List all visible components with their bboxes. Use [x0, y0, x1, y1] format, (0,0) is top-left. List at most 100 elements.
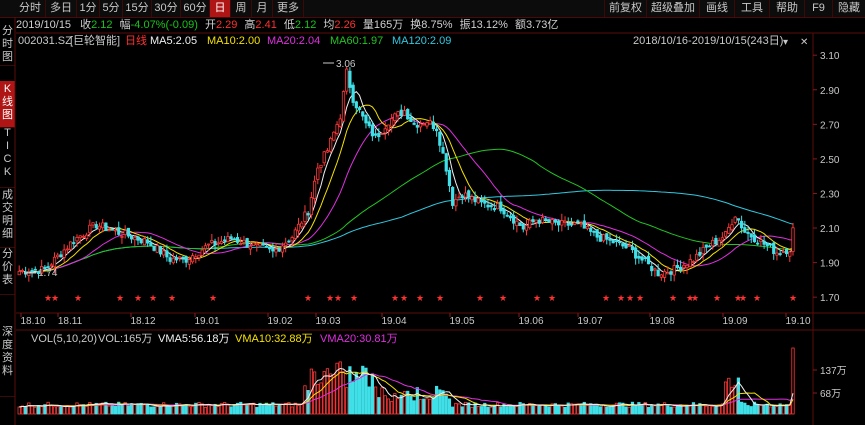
vol-indicator-name: VOL(5,10,20) [31, 333, 97, 345]
candle [711, 239, 715, 247]
candle [20, 270, 25, 272]
volume-bar [226, 404, 230, 415]
candle [126, 227, 130, 237]
candle [717, 240, 721, 247]
period-tab-7[interactable]: 日 [210, 0, 231, 17]
candle [749, 233, 753, 238]
candle [425, 122, 429, 127]
period-tab-2[interactable]: 1分 [77, 0, 100, 17]
candle [499, 201, 503, 212]
volume-bar [714, 406, 718, 415]
candle [52, 256, 57, 268]
candle [46, 266, 50, 268]
volume-bar [120, 404, 124, 415]
candle [643, 257, 647, 259]
period-tab-6[interactable]: 60分 [181, 0, 210, 17]
candle [136, 236, 140, 241]
volume-bar [409, 395, 413, 415]
volume-bar [643, 402, 647, 415]
left-tab-5[interactable]: 深度资料 [0, 324, 15, 397]
candle [598, 235, 602, 242]
volume-bar [325, 368, 330, 415]
settings-icon[interactable]: ✕ [800, 37, 808, 48]
chevron-down-icon[interactable]: ▾ [783, 37, 788, 48]
volume-bar [165, 406, 169, 415]
candle [492, 208, 497, 211]
candle [284, 242, 288, 246]
volume-bar [43, 404, 47, 415]
candle [730, 224, 734, 231]
toolbar-button-1[interactable]: 超级叠加 [646, 0, 699, 17]
candle [521, 223, 525, 230]
toolbar-button-4[interactable]: 帮助 [769, 0, 804, 17]
left-tab-0[interactable]: 分时图 [0, 23, 15, 66]
candle [341, 91, 346, 122]
signal-star-icon: ★ [116, 293, 124, 303]
candle [544, 218, 548, 221]
volume-bar [743, 402, 747, 415]
period-tab-10[interactable]: 更多 [273, 0, 304, 17]
period-tab-8[interactable]: 周 [231, 0, 252, 17]
period-tab-0[interactable]: 分时 [15, 0, 46, 17]
volume-bar [624, 406, 628, 415]
candle [470, 196, 474, 201]
volume-bar [749, 406, 753, 415]
candle [110, 228, 114, 231]
candle [496, 203, 500, 210]
candle [117, 227, 121, 235]
candle [746, 232, 750, 234]
period-tab-5[interactable]: 30分 [152, 0, 181, 17]
volume-bar [618, 402, 622, 415]
left-tab-4[interactable]: 分价表 [0, 246, 15, 295]
volume-bar [566, 402, 570, 415]
period-tab-1[interactable]: 多日 [46, 0, 77, 17]
toolbar-button-3[interactable]: 工具 [734, 0, 769, 17]
candle [659, 274, 663, 278]
toolbar-button-5[interactable]: F9 [804, 0, 832, 17]
volume-bar [296, 405, 301, 415]
candle [624, 243, 628, 249]
candle [380, 133, 384, 135]
quote-info-row: 2019/10/15 收2.12 幅-4.07%(-0.09) 开2.29 高2… [16, 18, 558, 32]
candle [255, 242, 259, 246]
candle [139, 238, 143, 244]
volume-bar [669, 406, 673, 415]
candle [85, 234, 89, 239]
candle [467, 190, 471, 198]
volume-bar [560, 405, 564, 415]
period-tab-3[interactable]: 5分 [100, 0, 123, 17]
volume-bar [78, 404, 82, 415]
candle [518, 222, 522, 226]
candle [486, 204, 490, 208]
left-tab-3[interactable]: 成交明细 [0, 187, 15, 248]
candle [595, 229, 599, 238]
candle [300, 222, 304, 228]
volume-bar [300, 403, 304, 415]
toolbar-button-0[interactable]: 前复权 [604, 0, 646, 17]
signal-star-icon: ★ [636, 293, 644, 303]
toolbar-button-6[interactable]: 隐藏 [832, 0, 865, 17]
volume-bar [261, 404, 265, 415]
toolbar-button-2[interactable]: 画线 [699, 0, 734, 17]
max-price-marker: 3.06 [336, 59, 356, 70]
volume-bar [56, 406, 60, 415]
candle [101, 222, 105, 229]
period-tab-4[interactable]: 15分 [123, 0, 152, 17]
candle [431, 121, 435, 130]
candle [367, 121, 371, 127]
volume-bar [460, 406, 464, 415]
candle [476, 197, 480, 204]
signal-star-icon: ★ [391, 293, 399, 303]
candle [242, 239, 246, 243]
period-tab-9[interactable]: 月 [252, 0, 273, 17]
volume-bar [152, 406, 156, 415]
date-tick-0: 18.10 [20, 316, 45, 327]
date-axis: 18.10 18.11 18.12 19.01 19.02 19.03 19.04 19.05… [20, 313, 811, 327]
signal-star-icon: ★ [149, 293, 157, 303]
candle [390, 118, 394, 127]
volume-bar [406, 390, 410, 415]
candle [200, 249, 204, 256]
